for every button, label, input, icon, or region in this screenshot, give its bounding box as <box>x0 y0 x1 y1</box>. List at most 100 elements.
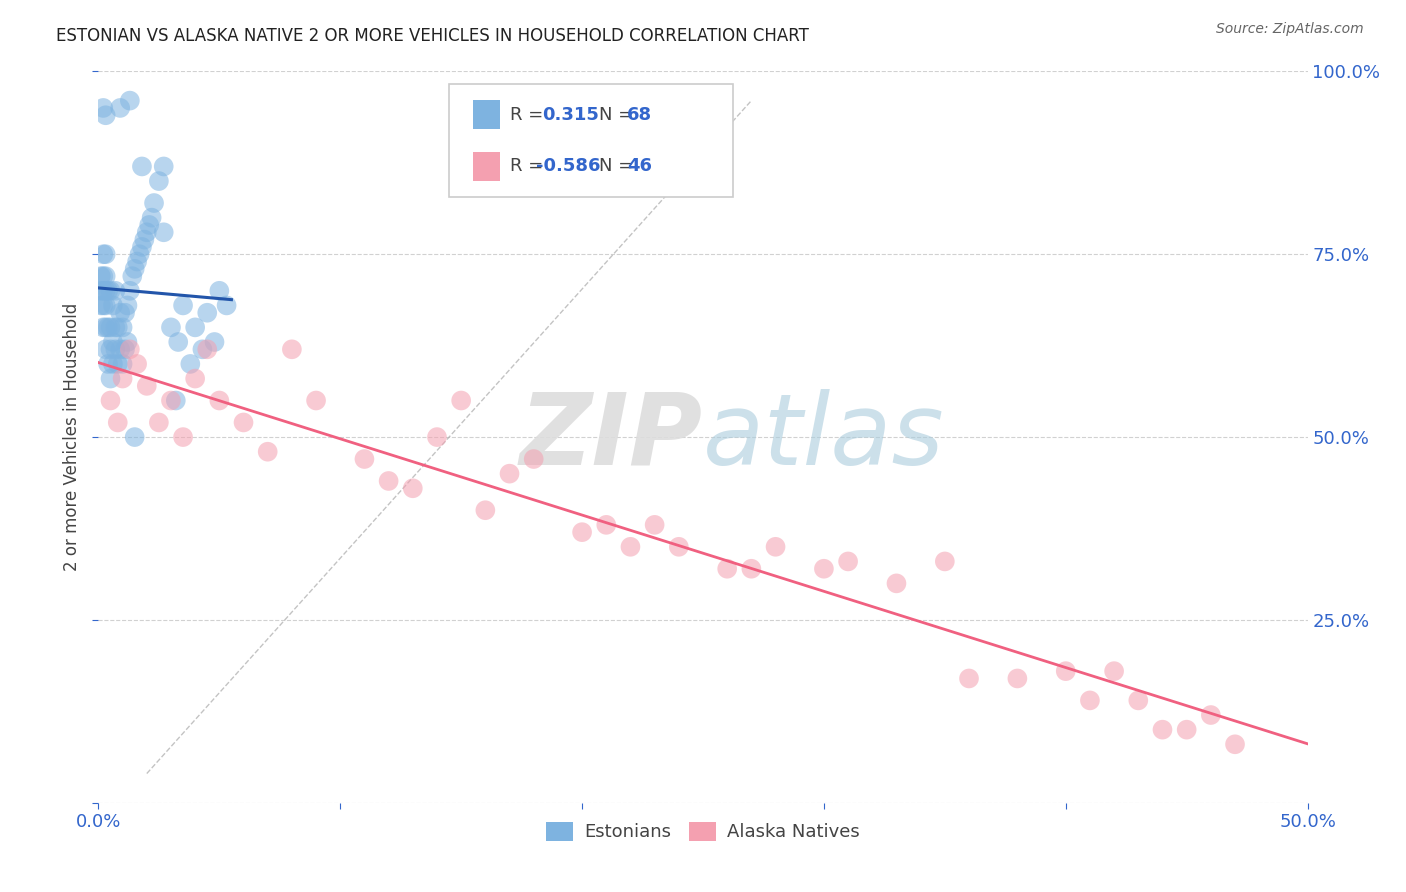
Point <box>143 196 166 211</box>
Point <box>104 320 127 334</box>
Point <box>1175 723 1198 737</box>
Point <box>100 371 122 385</box>
Point <box>124 261 146 276</box>
Text: atlas: atlas <box>703 389 945 485</box>
Point <box>160 393 183 408</box>
Point <box>813 562 835 576</box>
Point <box>94 247 117 261</box>
Point <box>101 357 124 371</box>
Point <box>127 357 149 371</box>
Point <box>118 343 141 357</box>
Point <box>765 540 787 554</box>
Point <box>1199 708 1222 723</box>
Legend: Estonians, Alaska Natives: Estonians, Alaska Natives <box>538 814 868 848</box>
Point <box>402 481 425 495</box>
Text: ESTONIAN VS ALASKA NATIVE 2 OR MORE VEHICLES IN HOUSEHOLD CORRELATION CHART: ESTONIAN VS ALASKA NATIVE 2 OR MORE VEHI… <box>56 27 808 45</box>
Point <box>498 467 520 481</box>
Text: -0.586: -0.586 <box>536 158 600 176</box>
Point <box>1152 723 1174 737</box>
Point <box>94 298 117 312</box>
Point <box>148 416 170 430</box>
Point <box>111 371 134 385</box>
Point <box>100 284 122 298</box>
Text: N =: N = <box>599 105 638 123</box>
Point <box>101 334 124 349</box>
Point <box>426 430 449 444</box>
Point <box>100 393 122 408</box>
Point <box>204 334 226 349</box>
Point <box>571 525 593 540</box>
Point <box>167 334 190 349</box>
Point <box>934 554 956 568</box>
Point <box>195 343 218 357</box>
Point <box>111 357 134 371</box>
Text: Source: ZipAtlas.com: Source: ZipAtlas.com <box>1216 22 1364 37</box>
Point <box>595 517 617 532</box>
Point <box>108 343 131 357</box>
Point <box>100 320 122 334</box>
Point <box>450 393 472 408</box>
Point <box>1223 737 1246 751</box>
Point <box>121 269 143 284</box>
Point <box>141 211 163 225</box>
Point <box>97 357 120 371</box>
Point <box>90 269 112 284</box>
Text: N =: N = <box>599 158 638 176</box>
Point <box>90 284 112 298</box>
Y-axis label: 2 or more Vehicles in Household: 2 or more Vehicles in Household <box>63 303 82 571</box>
Point <box>837 554 859 568</box>
Point <box>94 269 117 284</box>
Point <box>100 343 122 357</box>
Point <box>305 393 328 408</box>
Point <box>111 320 134 334</box>
Point <box>104 343 127 357</box>
Point <box>179 357 201 371</box>
Point <box>104 284 127 298</box>
Point <box>101 298 124 312</box>
Point <box>114 306 136 320</box>
Text: R =: R = <box>509 105 554 123</box>
Point <box>474 503 496 517</box>
Point <box>118 284 141 298</box>
Text: 0.315: 0.315 <box>543 105 599 123</box>
Point <box>114 343 136 357</box>
Point <box>232 416 254 430</box>
Point <box>90 298 112 312</box>
Point <box>1007 672 1029 686</box>
Point <box>128 247 150 261</box>
Text: 68: 68 <box>627 105 652 123</box>
Point <box>107 320 129 334</box>
Point <box>124 430 146 444</box>
Point <box>208 393 231 408</box>
Point <box>281 343 304 357</box>
Point <box>1078 693 1101 707</box>
Point <box>172 430 194 444</box>
Point <box>644 517 666 532</box>
Point <box>94 320 117 334</box>
Text: R =: R = <box>509 158 548 176</box>
Point <box>184 320 207 334</box>
Point <box>148 174 170 188</box>
Point <box>94 343 117 357</box>
Point <box>131 240 153 254</box>
Point <box>91 320 114 334</box>
Point <box>165 393 187 408</box>
FancyBboxPatch shape <box>449 84 734 197</box>
Point <box>195 306 218 320</box>
Text: 46: 46 <box>627 158 652 176</box>
Point <box>135 379 157 393</box>
Point <box>107 357 129 371</box>
Point <box>1054 664 1077 678</box>
Point <box>523 452 546 467</box>
Point <box>91 247 114 261</box>
Point <box>117 298 139 312</box>
Point <box>138 218 160 232</box>
Point <box>108 306 131 320</box>
Point <box>107 416 129 430</box>
Point <box>215 298 238 312</box>
Point <box>668 540 690 554</box>
Text: ZIP: ZIP <box>520 389 703 485</box>
Point <box>108 101 131 115</box>
Point <box>886 576 908 591</box>
Point <box>1128 693 1150 707</box>
